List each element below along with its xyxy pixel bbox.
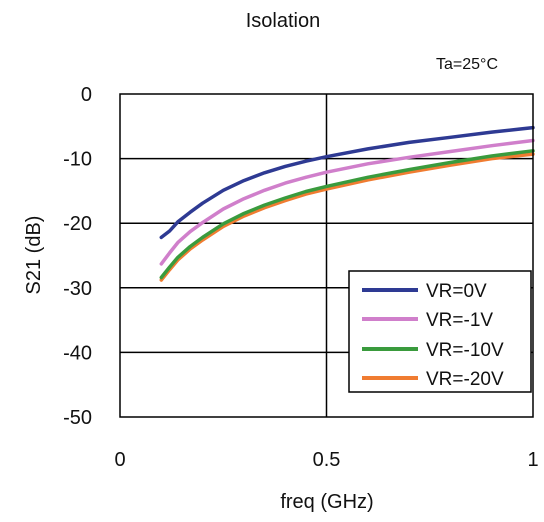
data-series	[159, 125, 535, 282]
x-tick-label: 0	[114, 449, 125, 471]
plot-frame	[119, 93, 534, 418]
x-tick-labels: 0 0.5 1	[114, 449, 538, 471]
y-tick-label: -20	[63, 213, 92, 235]
legend: VR=0V VR=-1V VR=-10V VR=-20V	[348, 270, 532, 393]
y-tick-labels: 0 -10 -20 -30 -40 -50	[63, 84, 92, 429]
legend-label: VR=-10V	[426, 340, 504, 361]
legend-label: VR=-20V	[426, 369, 504, 390]
legend-label: VR=-1V	[426, 310, 493, 331]
x-tick-label: 0.5	[313, 449, 341, 471]
y-tick-label: -40	[63, 342, 92, 364]
legend-label: VR=0V	[426, 281, 487, 302]
y-tick-label: 0	[81, 84, 92, 106]
series-line	[159, 138, 535, 266]
x-axis-label: freq (GHz)	[280, 491, 373, 513]
y-axis-label: S21 (dB)	[23, 216, 45, 295]
x-tick-label: 1	[527, 449, 538, 471]
temperature-annotation: Ta=25°C	[436, 56, 498, 73]
chart-title: Isolation	[246, 10, 321, 32]
series-line	[159, 152, 535, 282]
y-tick-label: -30	[63, 278, 92, 300]
y-tick-label: -10	[63, 149, 92, 171]
series-line	[159, 149, 535, 280]
y-tick-label: -50	[63, 407, 92, 429]
legend-box	[348, 270, 532, 393]
series-line	[159, 125, 535, 240]
